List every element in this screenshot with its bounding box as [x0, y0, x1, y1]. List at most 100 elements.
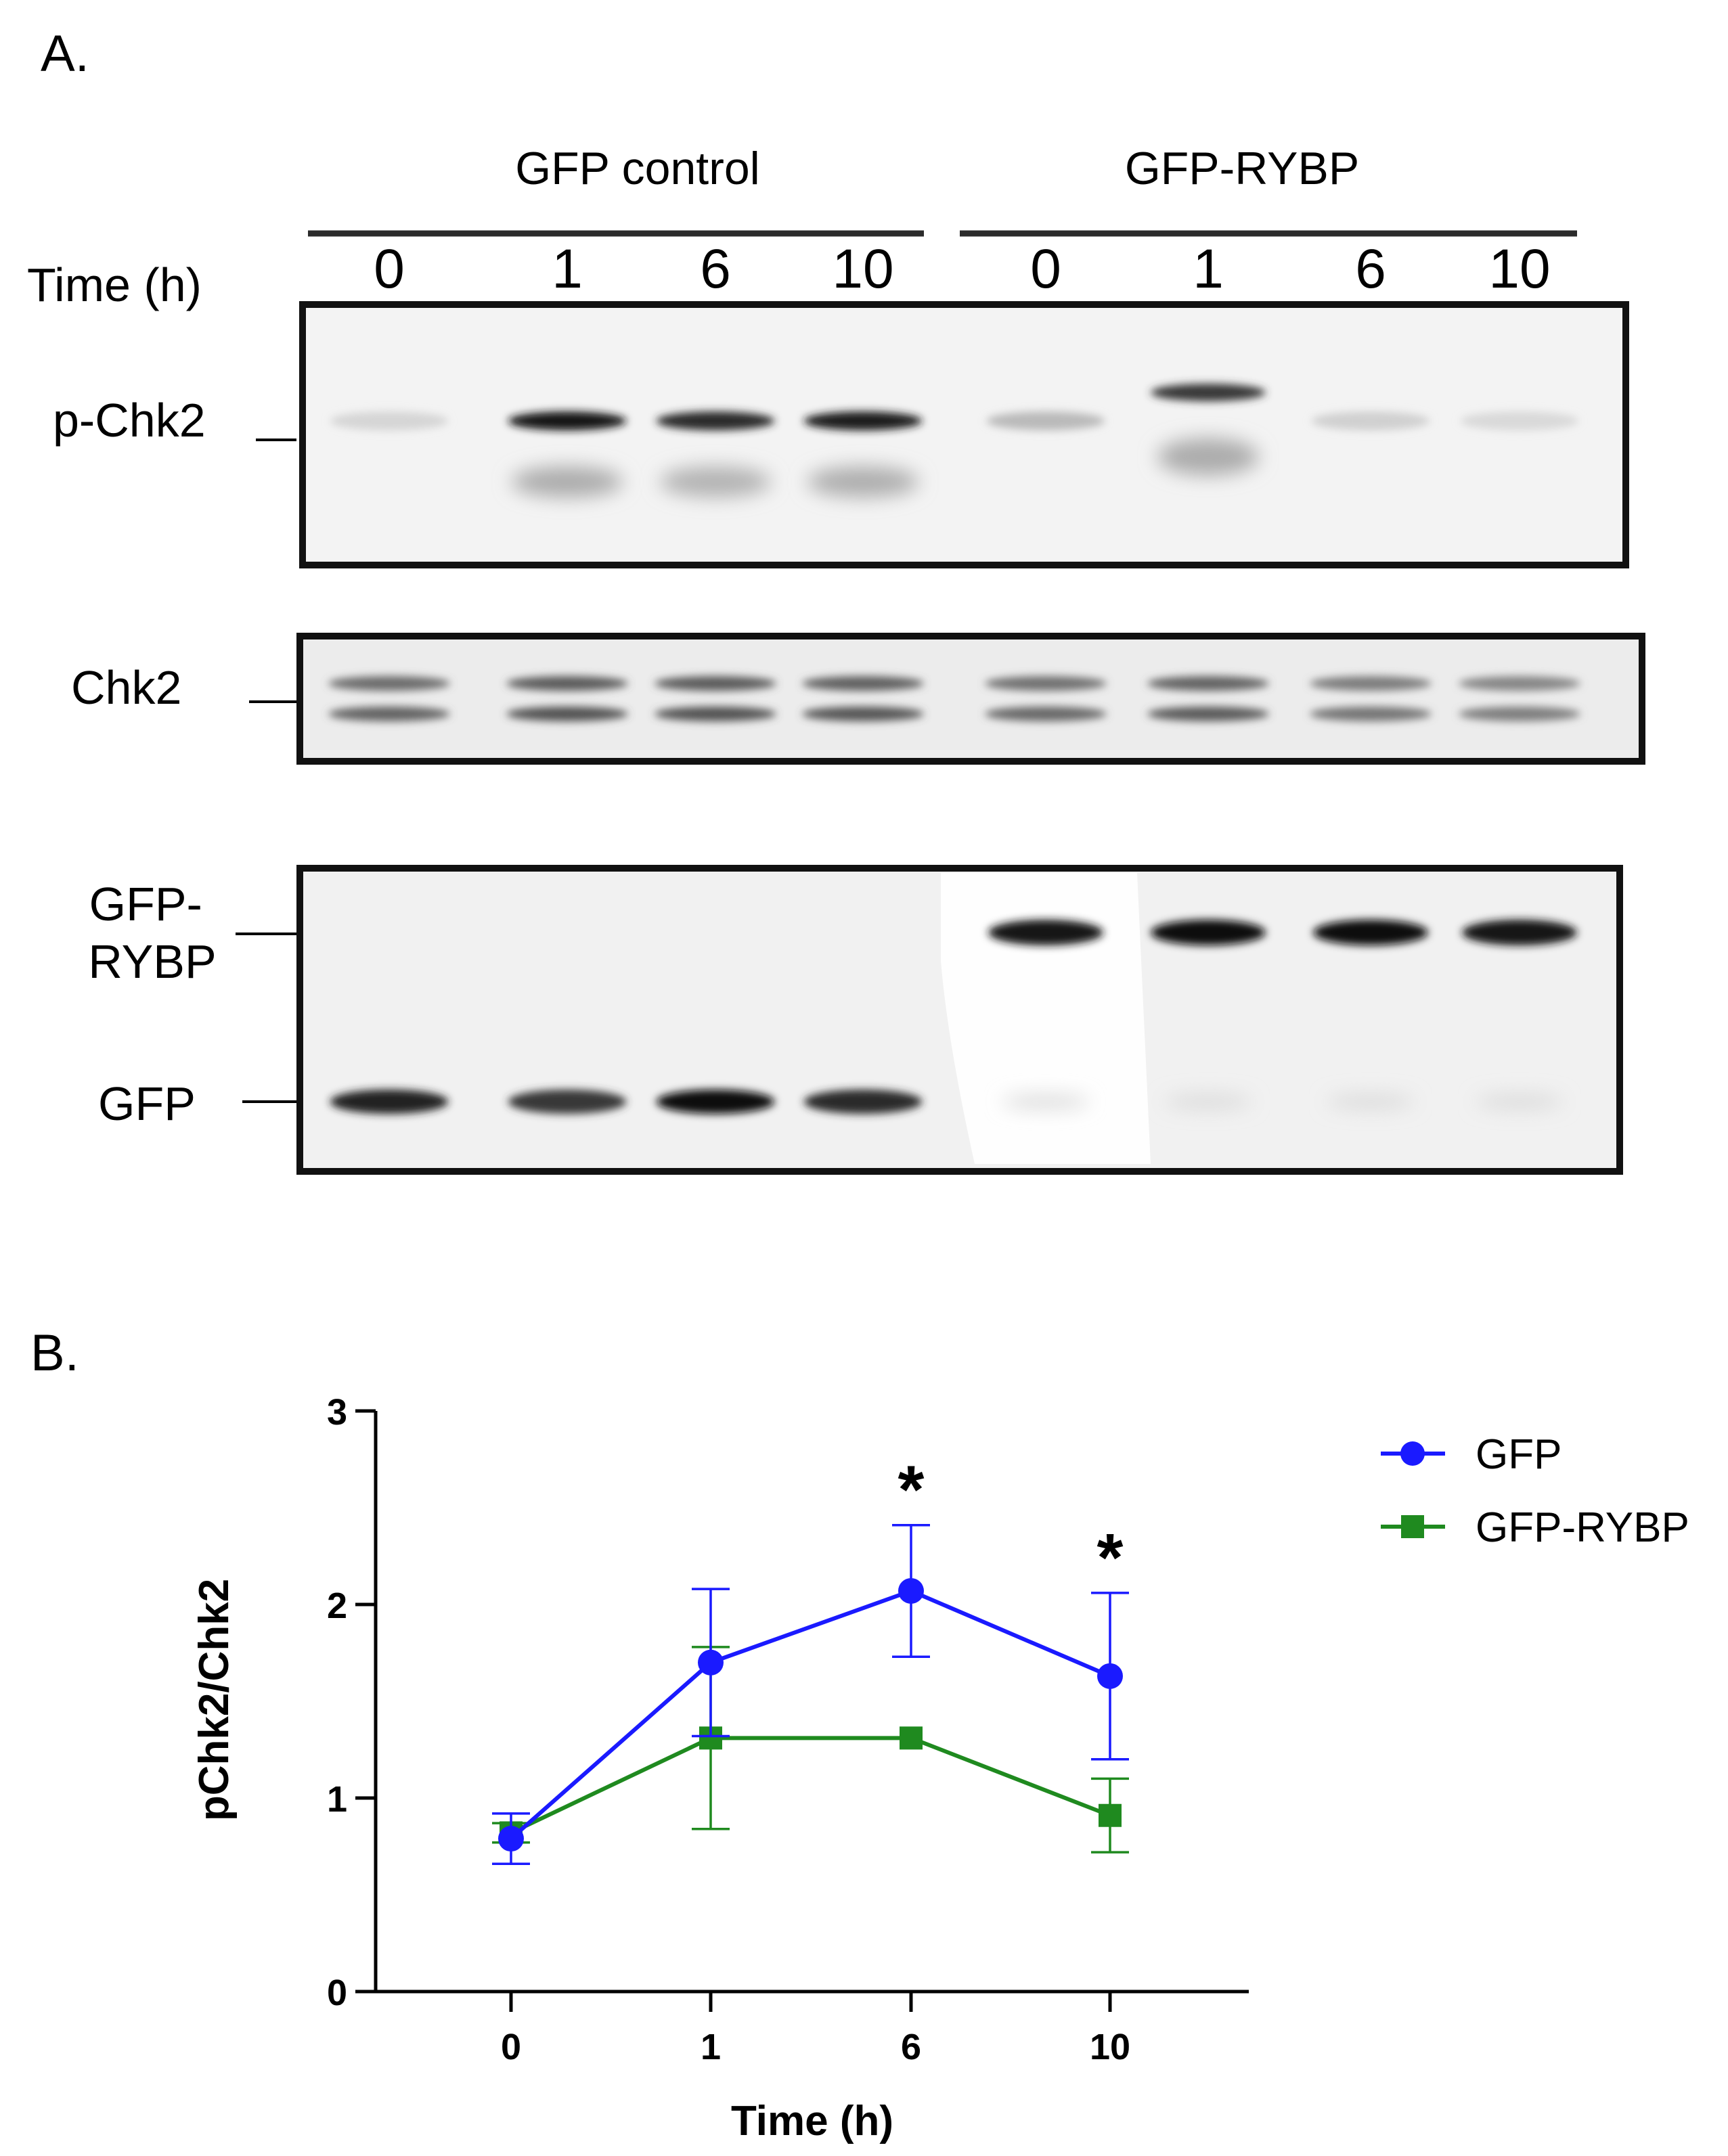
lane-label: 10: [1488, 238, 1550, 300]
band: [1459, 676, 1580, 691]
data-point: [1097, 1663, 1123, 1689]
significance-marker: *: [898, 1452, 925, 1528]
band: [506, 706, 628, 721]
blot-label-chk2: Chk2: [71, 661, 181, 714]
band-smear: [511, 466, 623, 497]
band: [1310, 706, 1432, 721]
blot-label-p-chk2: p-Chk2: [53, 394, 206, 447]
band-faint: [1327, 1095, 1415, 1108]
band: [802, 706, 924, 721]
legend-marker: [1400, 1441, 1425, 1466]
legend: GFP GFP-RYBP: [1381, 1431, 1689, 1551]
blot-bands-chk2: [328, 676, 1580, 721]
x-tick-label: 6: [901, 2027, 921, 2067]
band: [988, 920, 1103, 945]
panel-a: A. GFP control GFP-RYBP Time (h) 0 1 6 1…: [27, 25, 1645, 1175]
band: [1151, 384, 1266, 401]
blot-blank-region: [941, 873, 1151, 1164]
band: [1462, 920, 1577, 945]
lane-label: 0: [1030, 238, 1061, 300]
blot-bands-gfp: [330, 920, 1577, 1114]
band: [986, 411, 1105, 430]
y-tick-label: 2: [327, 1586, 347, 1626]
lane-label: 10: [832, 238, 893, 300]
band-faint: [1164, 1095, 1252, 1108]
band: [330, 411, 449, 430]
data-point: [498, 1826, 524, 1852]
band: [985, 706, 1107, 721]
band: [506, 676, 628, 691]
x-axis-label: Time (h): [731, 2098, 893, 2144]
x-tick-label: 0: [501, 2027, 521, 2067]
series-line: [510, 1736, 1111, 1835]
band: [508, 1090, 627, 1114]
band: [1151, 920, 1266, 945]
band: [802, 676, 924, 691]
lane-label: 6: [1355, 238, 1386, 300]
band: [1147, 706, 1269, 721]
significance-marker: *: [1097, 1520, 1124, 1596]
blot-label-gfp: GFP: [98, 1077, 196, 1130]
band: [803, 411, 923, 430]
chart-annotations: **: [898, 1452, 1124, 1596]
panel-b-label: B.: [30, 1324, 79, 1382]
band: [508, 411, 627, 430]
band: [1311, 411, 1430, 430]
lane-label: 0: [374, 238, 405, 300]
data-point: [898, 1577, 924, 1604]
y-axis-label: pChk2/Chk2: [191, 1579, 238, 1821]
series-gfp: [492, 1523, 1129, 1865]
chart-series: [492, 1523, 1129, 1865]
blot-frame-p-chk2: [299, 301, 1629, 568]
legend-label: GFP-RYBP: [1476, 1504, 1689, 1551]
time-label: Time (h): [27, 259, 202, 311]
band: [803, 1090, 923, 1114]
lane-label: 6: [700, 238, 731, 300]
band: [1310, 676, 1432, 691]
data-point: [900, 1726, 923, 1750]
x-tick-label: 1: [701, 2027, 721, 2067]
band: [655, 706, 776, 721]
band: [656, 1090, 775, 1114]
band-smear: [659, 466, 772, 497]
group-label-gfp-control: GFP control: [515, 143, 760, 194]
band: [1313, 920, 1428, 945]
data-point: [1099, 1803, 1122, 1827]
y-tick-label: 1: [327, 1779, 347, 1820]
lane-label: 1: [1193, 238, 1224, 300]
y-tick-label: 3: [327, 1392, 347, 1433]
band: [328, 706, 450, 721]
group-label-gfp-rybp: GFP-RYBP: [1125, 143, 1359, 194]
blot-label-gfp-rybp-line2: RYBP: [88, 935, 216, 988]
blot-frame-chk2: [296, 633, 1645, 765]
lane-labels: 0 1 6 10 0 1 6 10: [374, 238, 1550, 300]
band: [985, 676, 1107, 691]
data-point: [698, 1649, 724, 1676]
band-smear: [807, 466, 919, 497]
band: [1459, 706, 1580, 721]
series-line: [510, 1588, 1111, 1841]
series-gfp-rybp: [492, 1646, 1129, 1854]
legend-marker: [1401, 1515, 1424, 1538]
band: [1460, 411, 1579, 430]
blot-bands-p-chk2: [330, 384, 1579, 497]
lane-label: 1: [552, 238, 583, 300]
band-faint: [1002, 1095, 1090, 1108]
panel-a-label: A.: [41, 25, 89, 83]
band: [330, 1090, 449, 1114]
band-smear: [1157, 438, 1259, 476]
band-faint: [1476, 1095, 1564, 1108]
x-tick-label: 10: [1090, 2027, 1130, 2067]
chart-axes: 0 1 2 3 0 1 6 10: [327, 1392, 1249, 2067]
legend-label: GFP: [1476, 1431, 1561, 1478]
band: [328, 676, 450, 691]
band: [1147, 676, 1269, 691]
y-tick-label: 0: [327, 1973, 347, 2013]
band: [655, 676, 776, 691]
band: [656, 411, 775, 430]
blot-label-gfp-rybp-line1: GFP-: [89, 878, 202, 930]
blot-label-gfp-rybp: GFP- RYBP: [88, 878, 216, 988]
